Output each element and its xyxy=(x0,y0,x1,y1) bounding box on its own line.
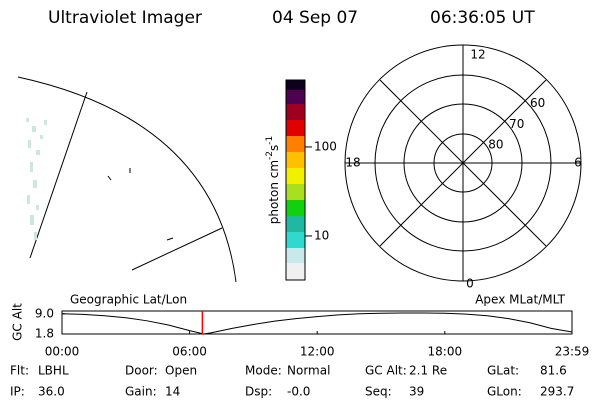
field-value: 2.1 Re xyxy=(409,364,447,378)
field-value: Open xyxy=(165,364,197,378)
grid-line xyxy=(107,175,112,181)
field-label: Flt: xyxy=(10,364,29,378)
field-label: Dsp: xyxy=(245,385,272,399)
field-value: 14 xyxy=(165,385,180,399)
lat-label: 60 xyxy=(530,96,545,110)
plot-title: Geographic Lat/Lon xyxy=(70,293,187,307)
field-value: 39 xyxy=(409,385,424,399)
field-label: Gain: xyxy=(125,385,157,399)
image-panel xyxy=(17,76,237,283)
lat-label: 80 xyxy=(488,138,503,152)
grid-line xyxy=(29,91,88,259)
x-tick-label: 06:00 xyxy=(172,345,207,359)
tick-label: 100 xyxy=(314,139,337,153)
x-tick-label: 18:00 xyxy=(428,345,463,359)
field-value: -0.0 xyxy=(287,385,310,399)
grid-line xyxy=(131,227,223,271)
mlt-label: 12 xyxy=(470,48,485,62)
field-value: LBHL xyxy=(38,364,69,378)
altitude-line xyxy=(61,312,573,335)
time: 06:36:05 UT xyxy=(430,8,535,28)
grid-line xyxy=(166,237,174,241)
y-tick-label: 9.0 xyxy=(35,306,54,320)
aurora-pixels xyxy=(26,118,47,240)
earth-limb xyxy=(17,76,237,283)
x-tick-label: 12:00 xyxy=(300,345,335,359)
field-value: Normal xyxy=(287,364,330,378)
polar-plot xyxy=(344,44,582,282)
x-tick-label: 00:00 xyxy=(45,345,80,359)
y-tick-label: 1.8 xyxy=(35,327,54,341)
field-label: GLon: xyxy=(487,385,522,399)
field-value: 293.7 xyxy=(540,385,574,399)
mlt-label: 0 xyxy=(466,277,474,291)
colorbar-label: photon cm-2s-1 xyxy=(265,136,281,225)
field-value: 36.0 xyxy=(38,385,65,399)
title: Ultraviolet Imager xyxy=(48,8,202,28)
field-label: Mode: xyxy=(245,364,282,378)
orbit-plot: Geographic Lat/Lon Apex MLat/MLT GC Alt xyxy=(11,293,573,341)
field-label: GC Alt: xyxy=(365,364,407,378)
field-label: Seq: xyxy=(365,385,392,399)
field-label: GLat: xyxy=(487,364,519,378)
plot-title: Apex MLat/MLT xyxy=(475,293,565,307)
lat-label: 70 xyxy=(509,117,524,131)
field-value: 81.6 xyxy=(540,364,567,378)
tick-label: 10 xyxy=(314,228,329,242)
field-label: Door: xyxy=(125,364,158,378)
x-tick-label: 23:59 xyxy=(555,345,590,359)
y-axis-label: GC Alt xyxy=(11,303,25,341)
colorbar: photon cm-2s-1 xyxy=(265,79,306,281)
date: 04 Sep 07 xyxy=(272,8,358,28)
field-label: IP: xyxy=(10,385,25,399)
mlt-label: 6 xyxy=(574,156,582,170)
mlt-label: 18 xyxy=(345,156,360,170)
